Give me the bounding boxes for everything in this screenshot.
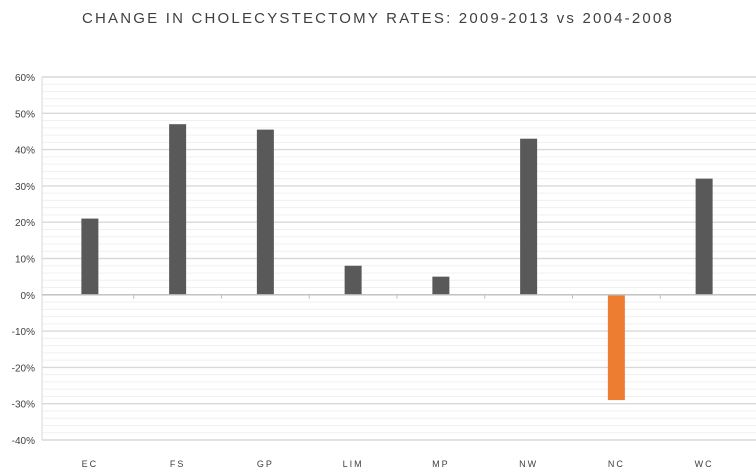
y-tick-label: 10%	[15, 255, 35, 266]
bar-ec	[81, 218, 99, 295]
x-tick-label: NW	[519, 459, 538, 469]
bar-mp	[432, 276, 450, 295]
y-tick-label: 20%	[15, 218, 35, 229]
bar-nc	[607, 294, 625, 401]
x-axis: EC FS GP LIM MP NW NC WC	[42, 294, 756, 469]
grid-lines	[42, 76, 756, 441]
y-tick-label: 0%	[21, 291, 36, 302]
x-tick-label: FS	[170, 459, 186, 469]
bar-wc	[695, 178, 713, 295]
x-tick-label: NC	[608, 459, 625, 469]
y-tick-label: 60%	[15, 73, 35, 84]
y-axis: 60% 50% 40% 30% 20% 10% 0% -10% -20% -30% -40%	[12, 73, 43, 447]
y-tick-label: -30%	[12, 400, 35, 411]
x-tick-label: GP	[257, 459, 274, 469]
y-tick-label: 30%	[15, 182, 35, 193]
bars	[81, 124, 713, 401]
chart-title: CHANGE IN CHOLECYSTECTOMY RATES: 2009-20…	[81, 10, 675, 27]
y-tick-label: -40%	[12, 436, 35, 447]
y-tick-label: 40%	[15, 146, 35, 157]
y-tick-label: -20%	[12, 363, 35, 374]
y-tick-label: -10%	[12, 327, 35, 338]
bar-nw	[520, 138, 538, 295]
y-tick-label: 50%	[15, 109, 35, 120]
x-tick-label: EC	[82, 459, 99, 469]
x-tick-label: WC	[695, 459, 714, 469]
x-tick-label: MP	[432, 459, 450, 469]
bar-fs	[169, 124, 187, 295]
bar-gp	[256, 129, 274, 295]
bar-lim	[344, 265, 362, 295]
x-tick-label: LIM	[343, 459, 364, 469]
